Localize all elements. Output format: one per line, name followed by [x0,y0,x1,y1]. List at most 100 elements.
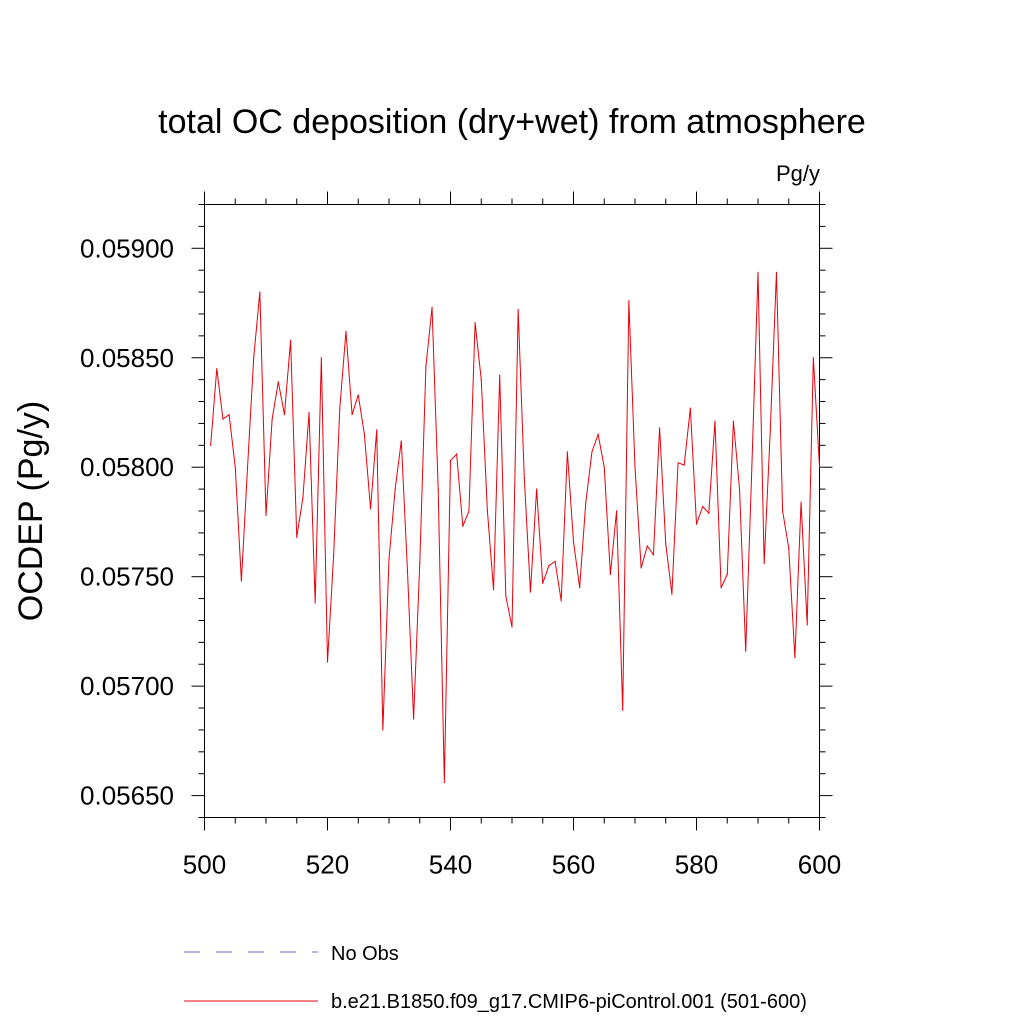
y-tick-label: 0.05850 [80,343,174,373]
y-tick-label: 0.05750 [80,562,174,592]
data-point [757,271,759,273]
data-point [609,573,612,576]
data-point [689,407,691,409]
data-point [603,466,605,468]
series-points [210,271,821,784]
data-point [265,514,267,516]
data-point [406,569,409,571]
data-point [775,271,778,273]
data-point [726,573,728,576]
data-point [222,418,224,420]
data-point [283,414,286,416]
data-point [702,506,704,508]
data-point [246,466,249,468]
y-tick-label: 0.05700 [80,671,174,701]
data-point [572,541,575,543]
data-point [566,451,568,453]
data-point [449,460,452,462]
data-point [271,418,273,420]
data-point [462,525,464,527]
data-point [437,488,439,490]
data-point [554,560,556,562]
data-point [240,580,242,582]
data-point [677,462,679,464]
plot-frame [204,204,820,818]
data-point [388,558,390,560]
data-point [492,589,495,591]
data-point [683,464,685,466]
data-point [357,394,359,396]
data-point [259,291,261,293]
data-point [708,512,710,514]
y-axis-label: OCDEP (Pg/y) [12,401,50,621]
data-point [720,587,722,589]
series-line-picontrol [210,272,820,783]
data-point [326,661,329,663]
x-tick-label: 580 [675,850,718,880]
data-point [542,582,544,584]
data-point [579,587,581,589]
data-point [585,501,587,503]
data-point [769,429,771,431]
data-point [394,488,396,490]
data-point [646,545,648,547]
data-point [788,547,790,549]
data-point [210,444,212,446]
data-point [622,709,624,711]
data-point [665,543,667,545]
data-point [425,365,427,368]
data-point [216,368,218,370]
x-tick-label: 560 [552,850,595,880]
data-point [253,357,255,359]
units-label: Pg/y [776,161,820,186]
chart-title: total OC deposition (dry+wet) from atmos… [158,103,866,141]
data-point [480,379,482,381]
data-point [314,602,316,604]
legend-label-picontrol: b.e21.B1850.f09_g17.CMIP6-piControl.001 … [331,991,807,1013]
data-point [296,536,298,538]
y-tick-label: 0.05800 [80,452,174,482]
data-point [794,657,796,659]
data-point [468,510,470,512]
data-point [818,466,821,468]
data-point [652,554,655,556]
data-point [486,510,488,512]
data-point [800,501,802,503]
data-point [591,451,593,453]
y-tick-label: 0.05900 [80,233,174,263]
data-point [456,453,458,455]
data-point [339,407,341,409]
data-point [363,433,365,435]
data-point [511,626,513,628]
data-point [695,523,698,525]
data-point [382,729,384,731]
data-point [560,600,562,602]
data-point [745,650,747,652]
data-point [640,567,642,569]
data-point [806,624,808,626]
data-point [474,322,476,324]
data-point [277,381,279,383]
data-point [505,595,507,597]
data-point [615,510,618,512]
data-point [529,591,532,593]
legend-label-no-obs: No Obs [331,943,399,965]
x-tick-label: 500 [183,850,226,880]
data-point [671,593,673,595]
data-point [548,565,550,567]
data-point [376,429,378,431]
x-tick-label: 600 [798,850,841,880]
data-point [345,330,347,333]
data-point [228,414,230,416]
data-point [308,411,310,414]
data-point [302,497,304,499]
data-point [499,374,501,376]
x-tick-label: 540 [429,850,472,880]
data-point [333,554,335,556]
data-point [812,357,814,359]
data-point [597,433,599,435]
x-tick-label: 520 [306,850,349,880]
data-point [763,562,765,565]
data-point [738,488,741,490]
